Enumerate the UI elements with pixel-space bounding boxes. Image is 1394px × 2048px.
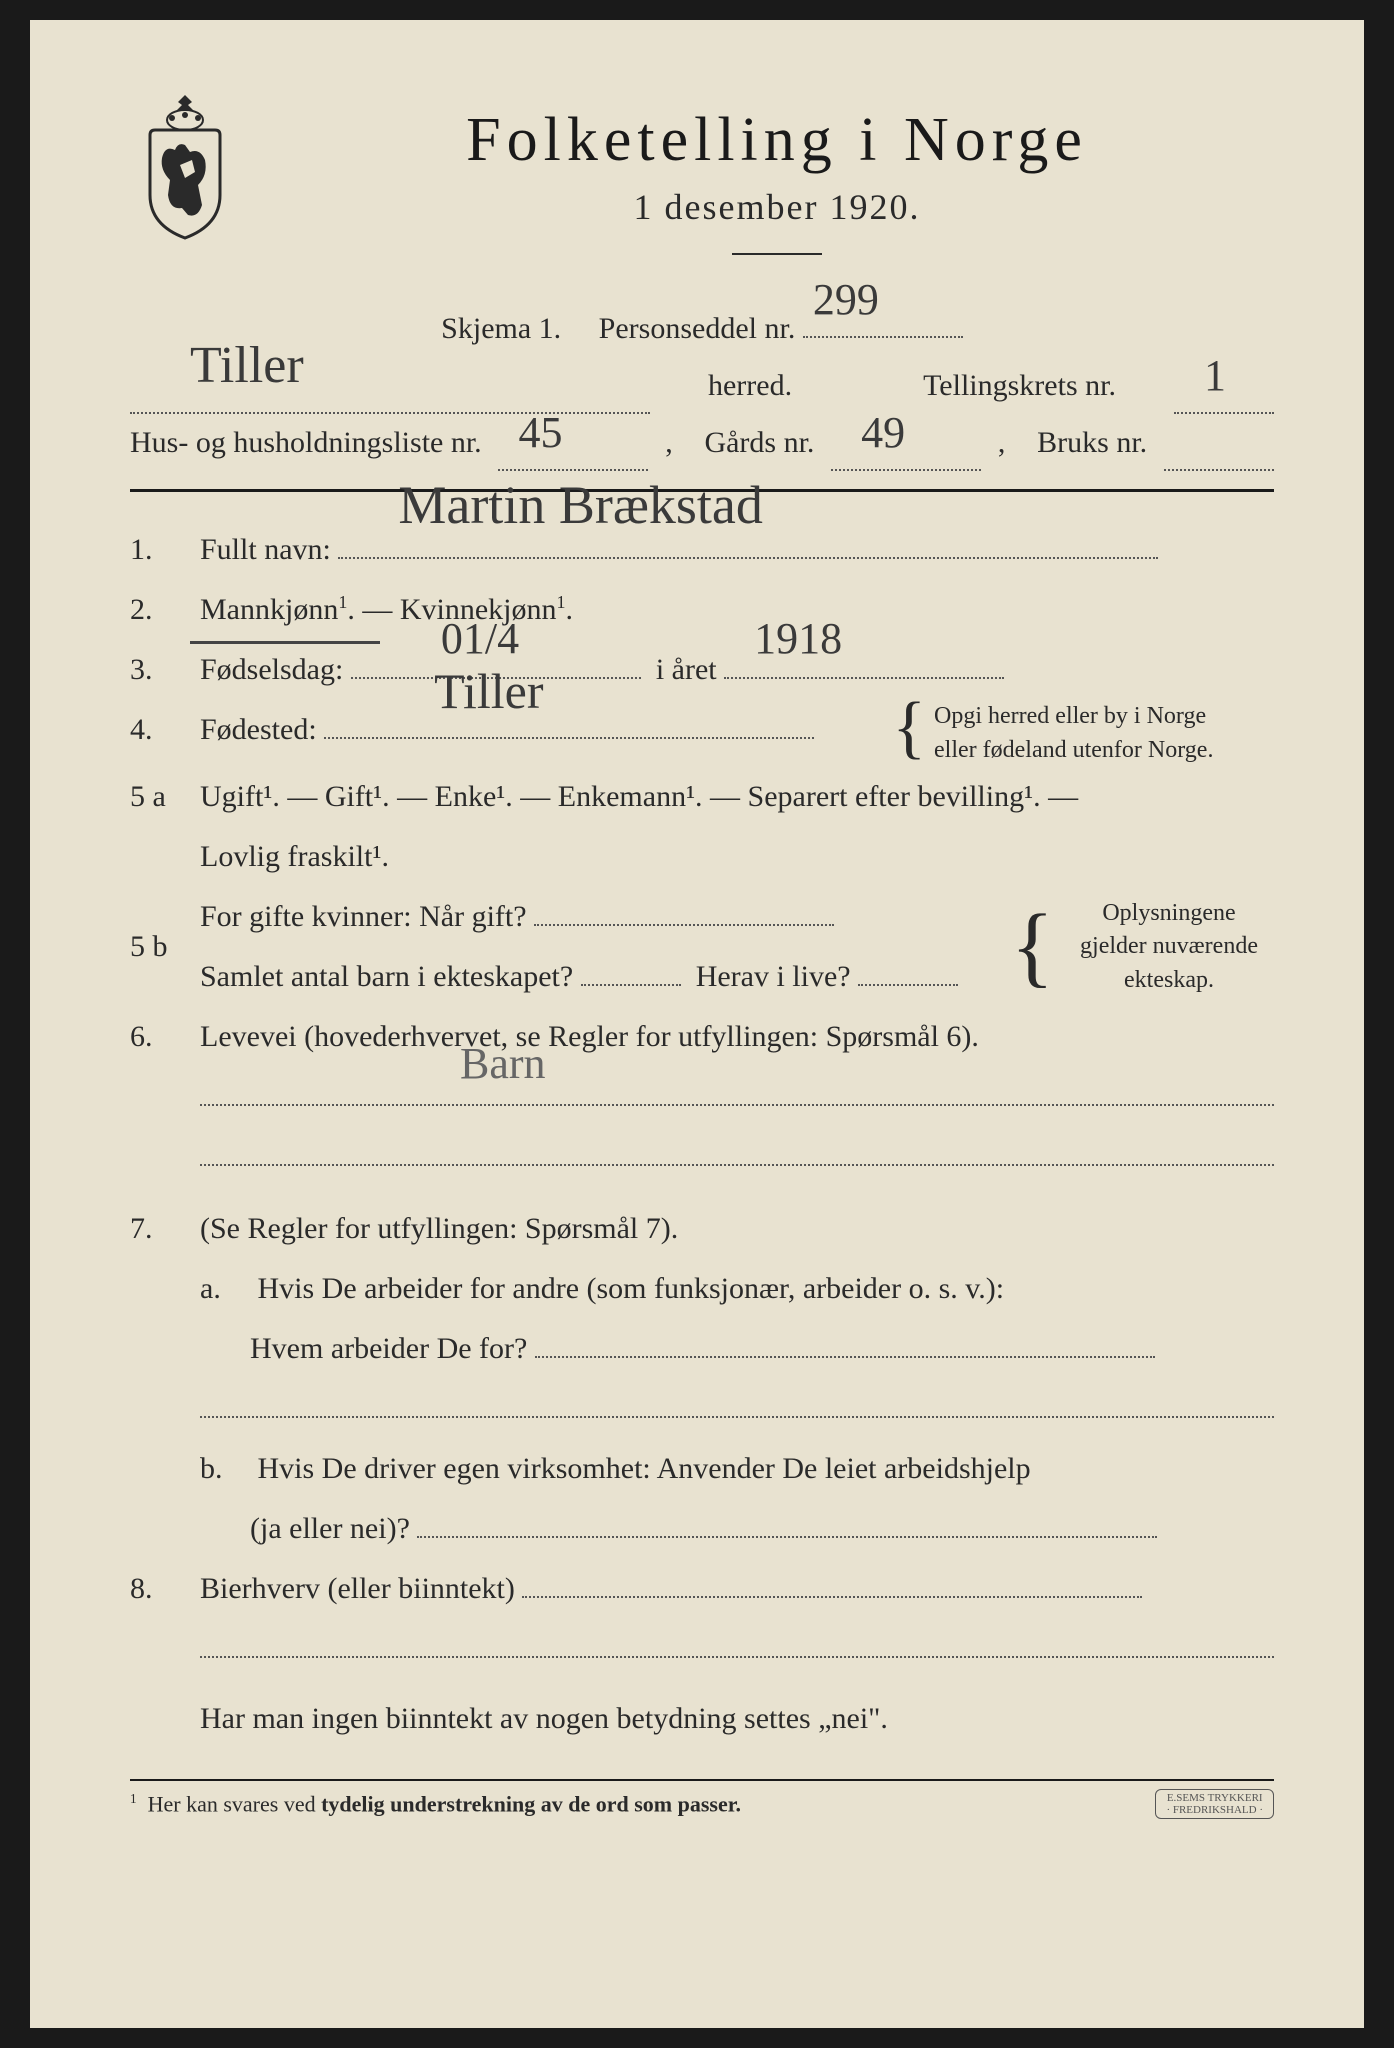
tellingskrets-field: 1 [1174,378,1274,414]
q5a-text: Ugift¹. — Gift¹. — Enke¹. — Enkemann¹. —… [200,780,1078,813]
title-block: Folketelling i Norge 1 desember 1920. [280,90,1274,290]
footnote-rule [130,1779,1274,1781]
herred-field: Tiller [130,378,650,414]
herred-line: Tiller herred. Tellingskrets nr. 1 [130,357,1274,414]
q1-label: Fullt navn: [200,533,331,566]
q7a-l2: Hvem arbeider De for? [130,1319,1274,1379]
personseddel-label: Personseddel nr. [599,312,796,345]
q7b: b. Hvis De driver egen virksomhet: Anven… [130,1439,1274,1499]
q7a-field [535,1322,1155,1358]
gards-field: 49 [831,435,981,471]
gards-value: 49 [861,391,905,475]
q5a: 5 a Ugift¹. — Gift¹. — Enke¹. — Enkemann… [130,767,1274,827]
header: Folketelling i Norge 1 desember 1920. [130,90,1274,290]
q6-value: Barn [460,1020,546,1108]
q4-label: Fødested: [200,713,317,746]
q7b-field [417,1502,1157,1538]
personseddel-value: 299 [813,258,879,342]
q8-label: Bierhverv (eller biinntekt) [200,1572,515,1605]
subtitle: 1 desember 1920. [280,186,1274,228]
herred-label: herred. [708,357,792,414]
q6-num: 6. [130,1007,200,1067]
q7-num: 7. [130,1199,200,1259]
q1: 1. Fullt navn: Martin Brækstad [130,520,1274,580]
q8-blank [130,1619,1274,1679]
q4-value: Tiller [434,641,543,741]
q3-year: 1918 [754,595,842,683]
q5a-num: 5 a [130,767,200,827]
bruks-field [1164,435,1274,471]
q7b-l1: Hvis De driver egen virksomhet: Anvender… [258,1452,1031,1485]
q5b-live-field [858,950,958,986]
q2: 2. Mannkjønn1. — Kvinnekjønn1. [130,580,1274,640]
q3-year-field: 1918 [724,643,1004,679]
q2-mann: Mannkjønn [200,593,338,626]
q7a: a. Hvis De arbeider for andre (som funks… [130,1259,1274,1319]
q5b-num: 5 b [130,917,200,977]
census-form-page: Folketelling i Norge 1 desember 1920. Sk… [30,20,1364,2028]
q6-field: Barn [200,1070,1274,1106]
q5b-l2b: Herav i live? [696,960,851,993]
q5a-line2: Lovlig fraskilt¹. [130,827,1274,887]
tellingskrets-label: Tellingskrets nr. [923,357,1116,414]
q4-field: Tiller [324,703,814,739]
q5b-gift-field [534,890,834,926]
q3: 3. Fødselsdag: 01/4 i året 1918 [130,640,1274,700]
q7a-num: a. [200,1259,250,1319]
skjema-label: Skjema 1. [441,312,561,345]
q5b: 5 b For gifte kvinner: Når gift? Samlet … [130,887,1274,1007]
q3-num: 3. [130,640,200,700]
printer-stamp: E.SEMS TRYKKERI · FREDRIKSHALD · [1155,1789,1274,1819]
q7: 7. (Se Regler for utfyllingen: Spørsmål … [130,1199,1274,1259]
q7a-blank [130,1379,1274,1439]
q7-intro: (Se Regler for utfyllingen: Spørsmål 7). [200,1199,1274,1259]
q7b-num: b. [200,1439,250,1499]
q3-year-label: i året [656,653,717,686]
bruks-label: Bruks nr. [1037,414,1147,471]
q6-blank [130,1127,1274,1187]
q4: 4. Fødested: Tiller { Opgi herred eller … [130,700,1274,767]
q4-note: Opgi herred eller by i Norge eller fødel… [934,700,1274,767]
q2-num: 2. [130,580,200,640]
herred-value: Tiller [190,317,304,416]
footnote: 1 Her kan svares ved tydelig understrekn… [130,1789,1274,1819]
brace-icon: { [1011,911,1054,983]
q3-label: Fødselsdag: [200,653,343,686]
q6-value-row: Barn [130,1067,1274,1127]
q5b-barn-field [581,950,681,986]
footnote-text: Her kan svares ved tydelig understreknin… [148,1791,741,1816]
q5b-l2a: Samlet antal barn i ekteskapet? [200,960,573,993]
closing: Har man ingen biinntekt av nogen betydni… [130,1689,1274,1749]
brace-icon: { [892,700,926,756]
q8: 8. Bierhverv (eller biinntekt) [130,1559,1274,1619]
tellingskrets-value: 1 [1204,334,1226,418]
q6: 6. Levevei (hovederhvervet, se Regler fo… [130,1007,1274,1067]
q7b-l2: (ja eller nei)? [130,1499,1274,1559]
q1-value: Martin Brækstad [398,451,762,559]
q1-field: Martin Brækstad [338,523,1158,559]
q5b-l1: For gifte kvinner: Når gift? [200,900,527,933]
coat-of-arms-icon [130,90,240,240]
main-title: Folketelling i Norge [280,105,1274,176]
q5b-note: Oplysningene gjelder nuværende ekteskap. [1064,897,1274,998]
q8-num: 8. [130,1559,200,1619]
q6-label: Levevei (hovederhvervet, se Regler for u… [200,1007,1274,1067]
q7a-l1: Hvis De arbeider for andre (som funksjon… [258,1272,1005,1305]
q8-field [522,1562,1142,1598]
personseddel-field: 299 [803,302,963,338]
title-rule [732,253,822,255]
q1-num: 1. [130,520,200,580]
q4-num: 4. [130,700,200,760]
